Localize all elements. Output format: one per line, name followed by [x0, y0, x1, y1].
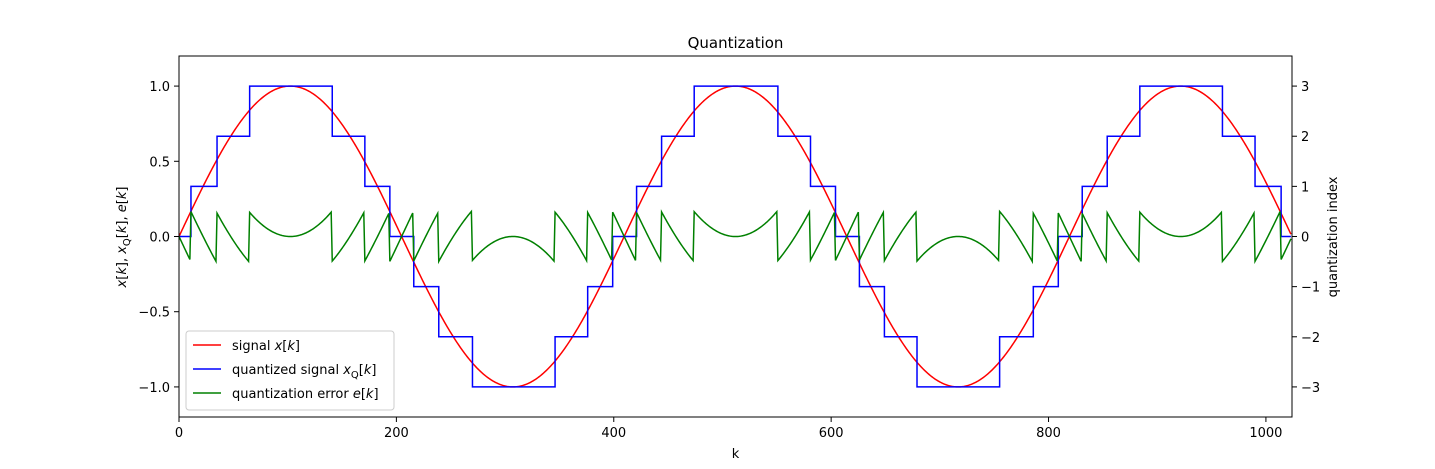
y-right-tick-label: 1: [1301, 180, 1309, 195]
y-right-tick-label: −1: [1301, 281, 1320, 296]
y-right-tick-label: 0: [1301, 231, 1309, 246]
y-axis-right: −3 −2 −1 0 1 2 3: [1292, 80, 1320, 396]
legend-label-error: quantization error e[k]: [232, 387, 379, 402]
y-axis-left: −1.0 −0.5 0.0 0.5 1.0: [138, 80, 179, 396]
legend-label-quantized: quantized signal xQ[k]: [232, 363, 376, 381]
y-right-tick-label: 2: [1301, 130, 1309, 145]
legend-label-signal: signal x[k]: [232, 339, 300, 354]
y-right-tick-label: −2: [1301, 331, 1320, 346]
x-tick-label: 0: [175, 426, 183, 441]
x-axis-label: k: [732, 447, 740, 462]
y-axis-label: x[k], xQ[k], e[k]: [115, 187, 133, 289]
x-tick-label: 800: [1036, 426, 1061, 441]
x-tick-label: 400: [601, 426, 626, 441]
y-tick-label: 0.0: [149, 231, 170, 246]
x-tick-label: 200: [384, 426, 409, 441]
legend-box: [185, 330, 395, 411]
y-right-tick-label: 3: [1301, 80, 1309, 95]
x-tick-label: 1000: [1249, 426, 1282, 441]
y-tick-label: 0.5: [149, 155, 170, 170]
x-tick-label: 600: [819, 426, 844, 441]
legend: signal x[k] quantized signal xQ[k] quantiz…: [185, 330, 395, 411]
plot-area: [179, 85, 1292, 388]
y-tick-label: −0.5: [138, 306, 170, 321]
y-right-tick-label: −3: [1301, 381, 1320, 396]
series-quantized-line: [179, 85, 1291, 388]
x-axis: 0 200 400 600 800 1000: [175, 417, 1282, 441]
y-tick-label: 1.0: [149, 80, 170, 95]
series-error-line: [179, 209, 1292, 265]
chart-title: Quantization: [688, 34, 784, 52]
y-tick-label: −1.0: [138, 381, 170, 396]
y-axis-right-label: quantization index: [1326, 176, 1341, 297]
